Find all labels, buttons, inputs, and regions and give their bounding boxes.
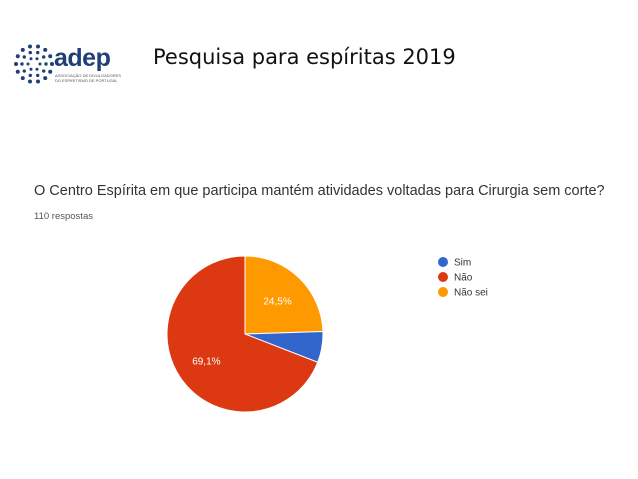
chart-title: O Centro Espírita em que participa manté…	[34, 183, 605, 199]
legend-marker-sim	[438, 257, 448, 267]
logo-dots-icon	[14, 44, 54, 84]
legend-marker-n-o	[438, 272, 448, 282]
legend-label-n-o-sei: Não sei	[454, 288, 488, 299]
data-label-n-o-sei: 24,5%	[263, 296, 291, 307]
logo-name: adep	[54, 44, 111, 72]
legend-label-sim: Sim	[454, 258, 471, 269]
legend-label-n-o: Não	[454, 273, 473, 284]
data-label-n-o: 69,1%	[192, 356, 220, 367]
pie-slice-n-o	[166, 255, 319, 413]
legend-marker-n-o-sei	[438, 287, 448, 297]
logo-subtitle: ASSOCIAÇÃO DE DIVULGADORES DO ESPIRITISM…	[55, 73, 122, 83]
response-count: 110 respostas	[34, 211, 93, 222]
pie-slice-n-o-sei	[244, 255, 324, 335]
slide-title: Pesquisa para espíritas 2019	[153, 45, 456, 69]
